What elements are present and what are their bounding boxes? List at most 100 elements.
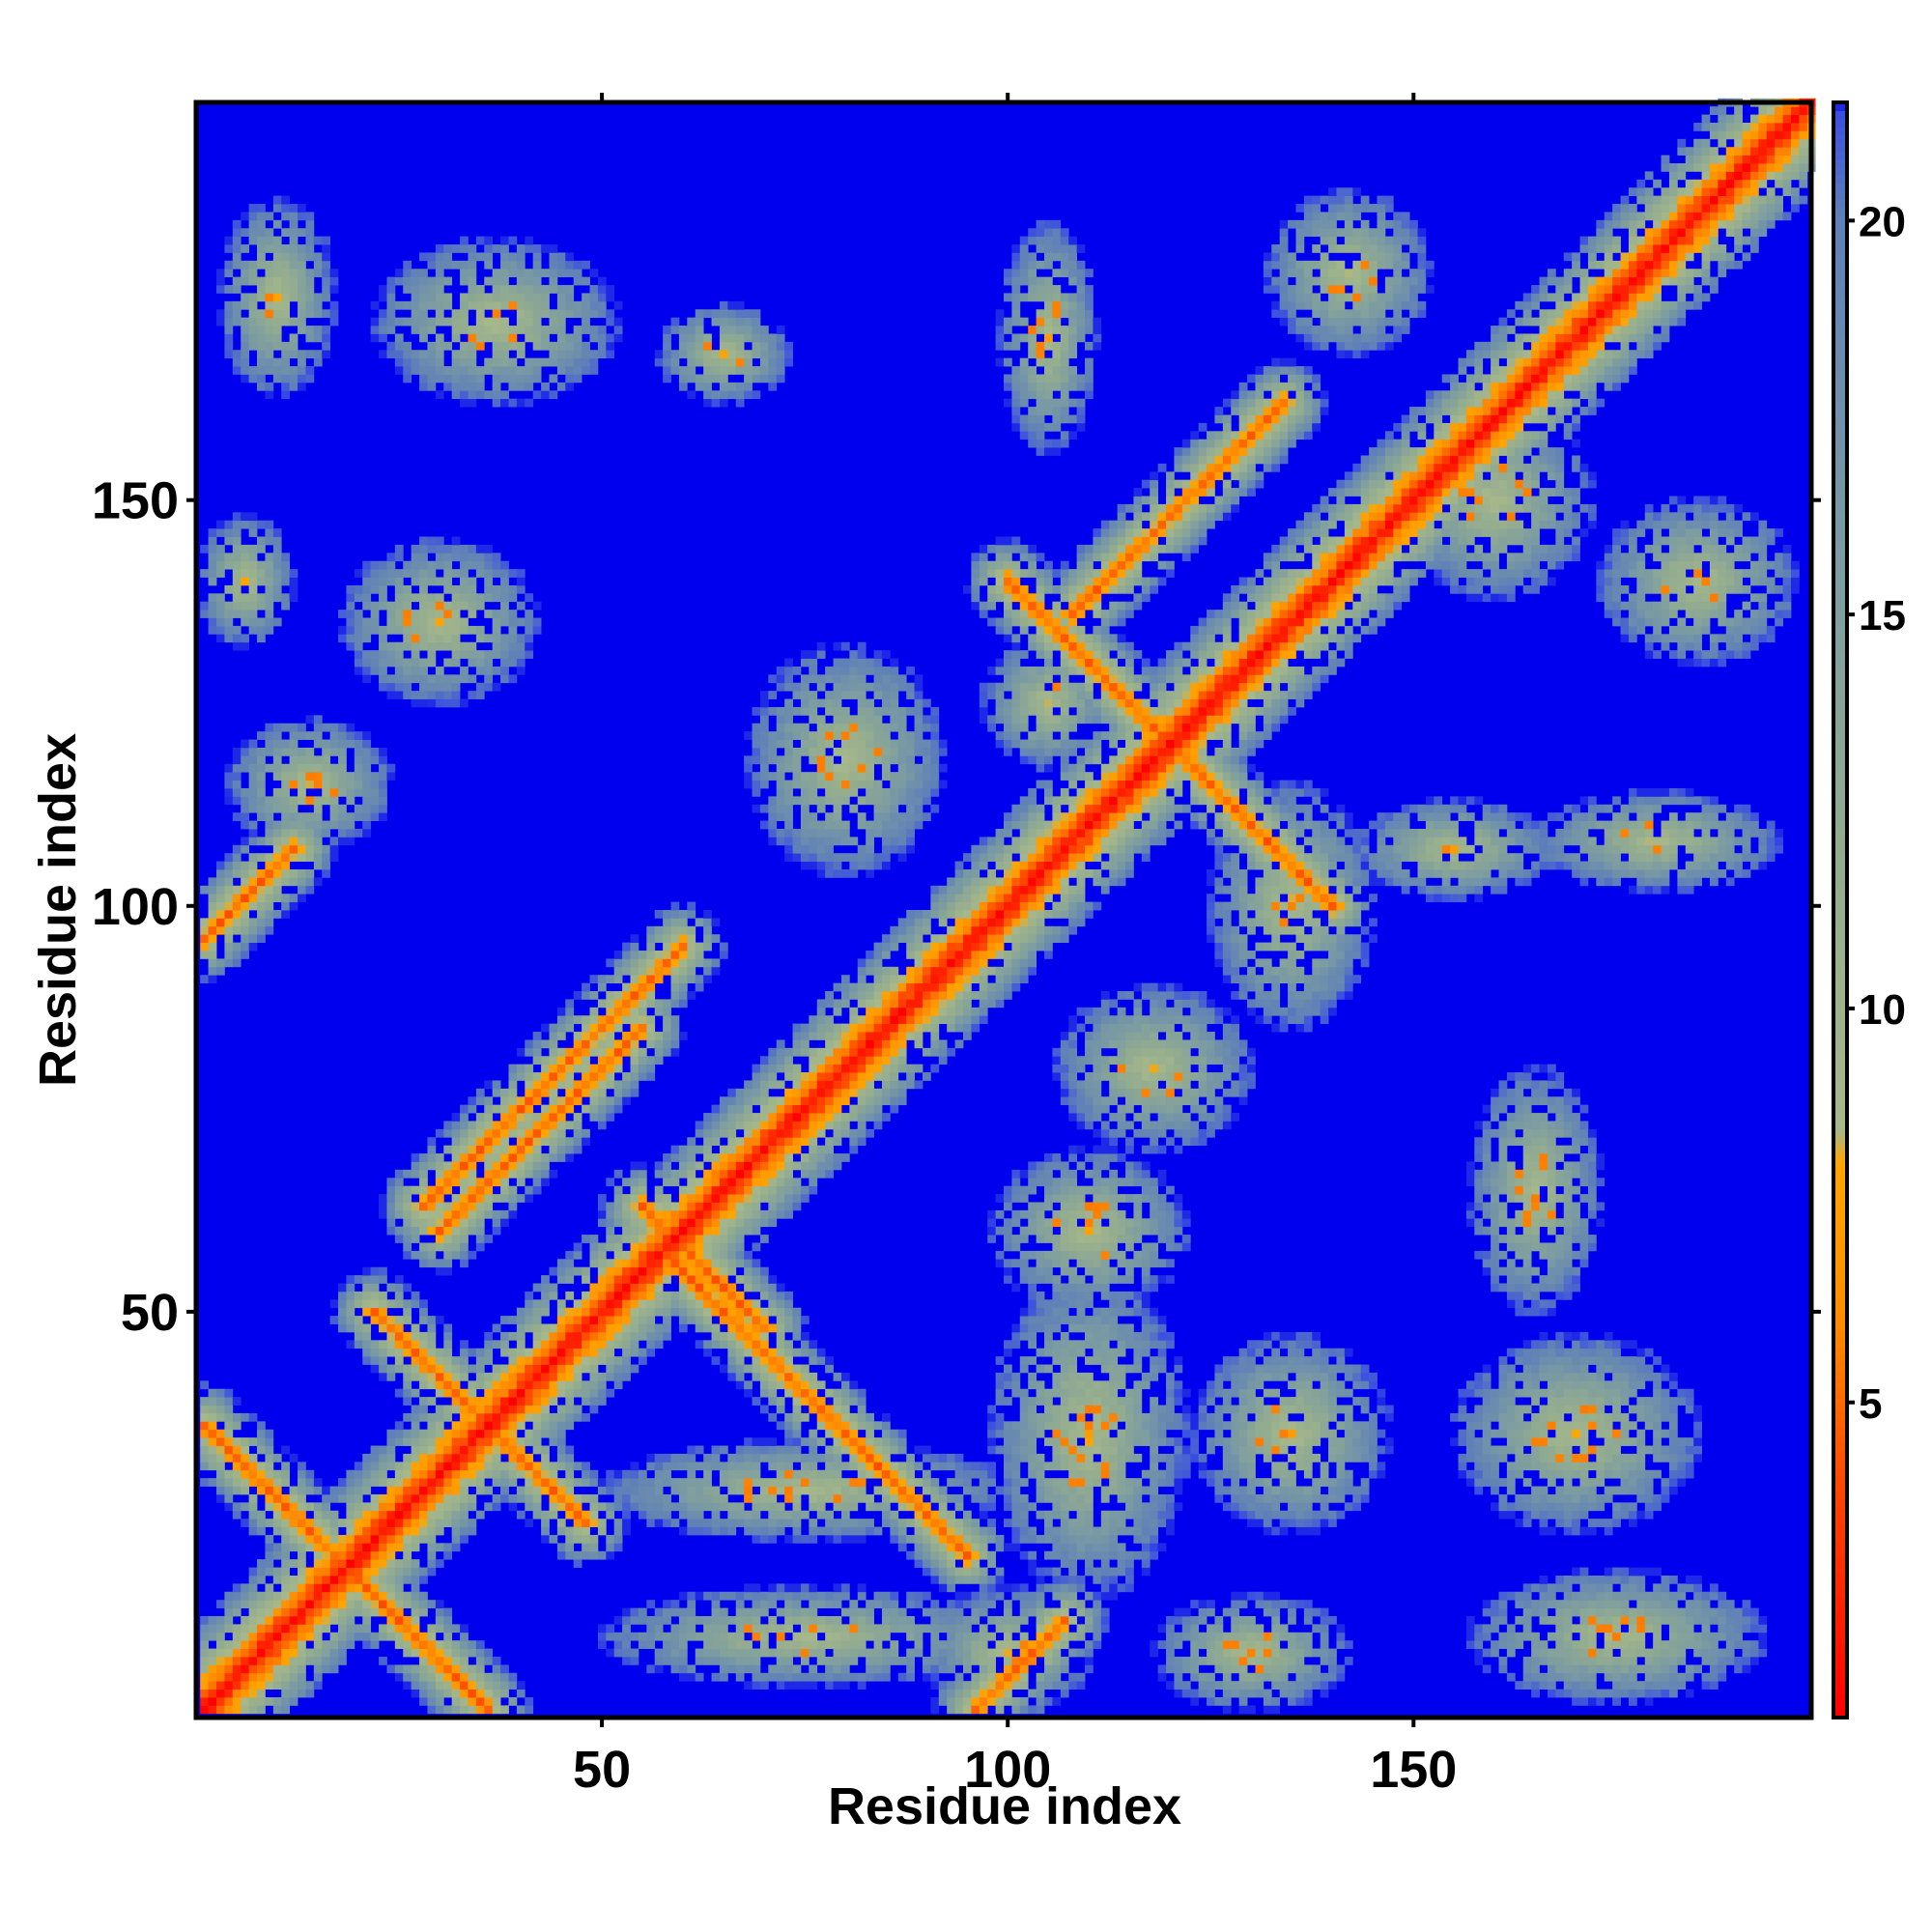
heatmap-cell bbox=[232, 1478, 242, 1487]
heatmap-cell bbox=[322, 861, 331, 870]
heatmap-cell bbox=[346, 1283, 355, 1293]
heatmap-cell bbox=[735, 1291, 745, 1300]
heatmap-cell bbox=[556, 309, 566, 319]
heatmap-cell bbox=[419, 309, 428, 319]
heatmap-cell bbox=[792, 1397, 802, 1406]
heatmap-cell bbox=[281, 868, 291, 878]
heatmap-cell bbox=[646, 1039, 656, 1049]
heatmap-cell bbox=[670, 1145, 680, 1154]
heatmap-cell bbox=[613, 1064, 623, 1073]
heatmap-cell bbox=[435, 1486, 444, 1495]
heatmap-cell bbox=[272, 1664, 282, 1674]
heatmap-cell bbox=[541, 1323, 550, 1333]
heatmap-cell bbox=[248, 300, 258, 310]
heatmap-cell bbox=[687, 1502, 696, 1512]
heatmap-cell bbox=[475, 569, 485, 578]
heatmap-cell bbox=[281, 317, 291, 327]
heatmap-cell bbox=[232, 309, 242, 319]
heatmap-cell bbox=[663, 1032, 671, 1040]
heatmap-cell bbox=[549, 1096, 558, 1106]
heatmap-cell bbox=[289, 212, 298, 221]
heatmap-cell bbox=[776, 1656, 785, 1665]
heatmap-cell bbox=[556, 1453, 566, 1463]
heatmap-cell bbox=[354, 1462, 363, 1471]
heatmap-cell bbox=[492, 1705, 501, 1715]
heatmap-cell bbox=[386, 1519, 396, 1527]
heatmap-cell bbox=[638, 1493, 647, 1503]
heatmap-cell bbox=[386, 674, 396, 684]
heatmap-cell bbox=[646, 991, 656, 1000]
heatmap-cell bbox=[443, 1380, 453, 1390]
heatmap-cell bbox=[549, 1421, 558, 1431]
heatmap-cell bbox=[289, 1640, 298, 1649]
heatmap-cell bbox=[427, 1331, 437, 1341]
heatmap-cell bbox=[654, 1056, 664, 1065]
heatmap-cell bbox=[322, 1624, 331, 1634]
heatmap-cell bbox=[216, 1689, 225, 1698]
heatmap-cell bbox=[744, 1266, 753, 1276]
heatmap-cell bbox=[532, 1072, 542, 1081]
heatmap-cell bbox=[809, 1023, 818, 1033]
heatmap-cell bbox=[687, 966, 696, 976]
heatmap-cell bbox=[403, 1218, 412, 1228]
heatmap-cell bbox=[403, 1283, 412, 1293]
heatmap-cell bbox=[744, 1161, 753, 1171]
heatmap-cell bbox=[800, 1397, 810, 1406]
heatmap-cell bbox=[419, 1469, 428, 1479]
heatmap-cell bbox=[435, 601, 444, 611]
heatmap-cell bbox=[573, 309, 582, 319]
heatmap-cell bbox=[525, 244, 534, 253]
heatmap-cell bbox=[468, 357, 477, 367]
heatmap-cell bbox=[257, 341, 266, 351]
heatmap-cell bbox=[597, 1015, 607, 1025]
heatmap-cell bbox=[573, 1559, 582, 1568]
heatmap-cell bbox=[759, 698, 769, 708]
heatmap-cell bbox=[800, 1486, 810, 1495]
heatmap-cell bbox=[654, 1624, 664, 1634]
heatmap-cell bbox=[752, 1153, 761, 1162]
heatmap-cell bbox=[759, 820, 769, 830]
heatmap-cell bbox=[241, 1615, 250, 1625]
heatmap-cell bbox=[565, 1412, 575, 1422]
heatmap-cell bbox=[362, 1266, 372, 1276]
heatmap-cell bbox=[687, 1664, 696, 1674]
heatmap-cell bbox=[622, 1510, 631, 1520]
heatmap-cell bbox=[451, 641, 461, 651]
heatmap-cell bbox=[735, 1656, 745, 1665]
heatmap-cell bbox=[298, 1469, 306, 1479]
heatmap-cell bbox=[492, 366, 501, 375]
heatmap-cell bbox=[744, 1275, 753, 1284]
heatmap-cell bbox=[484, 1696, 494, 1706]
heatmap-cell bbox=[622, 1259, 631, 1268]
heatmap-cell bbox=[460, 1534, 469, 1544]
heatmap-cell bbox=[532, 1096, 542, 1106]
heatmap-cell bbox=[500, 1331, 509, 1341]
heatmap-cell bbox=[630, 1209, 639, 1219]
heatmap-cell bbox=[792, 747, 802, 756]
heatmap-cell bbox=[784, 828, 793, 838]
heatmap-cell bbox=[484, 1113, 494, 1122]
heatmap-cell bbox=[451, 1209, 461, 1219]
heatmap-cell bbox=[241, 577, 250, 586]
heatmap-cell bbox=[443, 1202, 453, 1211]
heatmap-cell bbox=[451, 634, 461, 643]
heatmap-cell bbox=[541, 1331, 550, 1341]
heatmap-cell bbox=[752, 1526, 761, 1536]
heatmap-cell bbox=[338, 1567, 347, 1577]
heatmap-cell bbox=[695, 309, 704, 319]
heatmap-cell bbox=[403, 1664, 412, 1674]
heatmap-cell bbox=[516, 1705, 526, 1715]
heatmap-cell bbox=[329, 1567, 339, 1577]
heatmap-cell bbox=[663, 1250, 671, 1260]
heatmap-cell bbox=[703, 382, 712, 391]
heatmap-cell bbox=[362, 625, 372, 635]
heatmap-cell bbox=[224, 1397, 234, 1406]
heatmap-cell bbox=[654, 1331, 664, 1341]
heatmap-cell bbox=[695, 1445, 704, 1455]
heatmap-cell bbox=[435, 1624, 444, 1634]
heatmap-cell bbox=[695, 333, 704, 343]
heatmap-cell bbox=[379, 804, 387, 813]
heatmap-cell bbox=[500, 326, 509, 334]
heatmap-cell bbox=[809, 1607, 818, 1617]
heatmap-cell bbox=[241, 260, 250, 270]
